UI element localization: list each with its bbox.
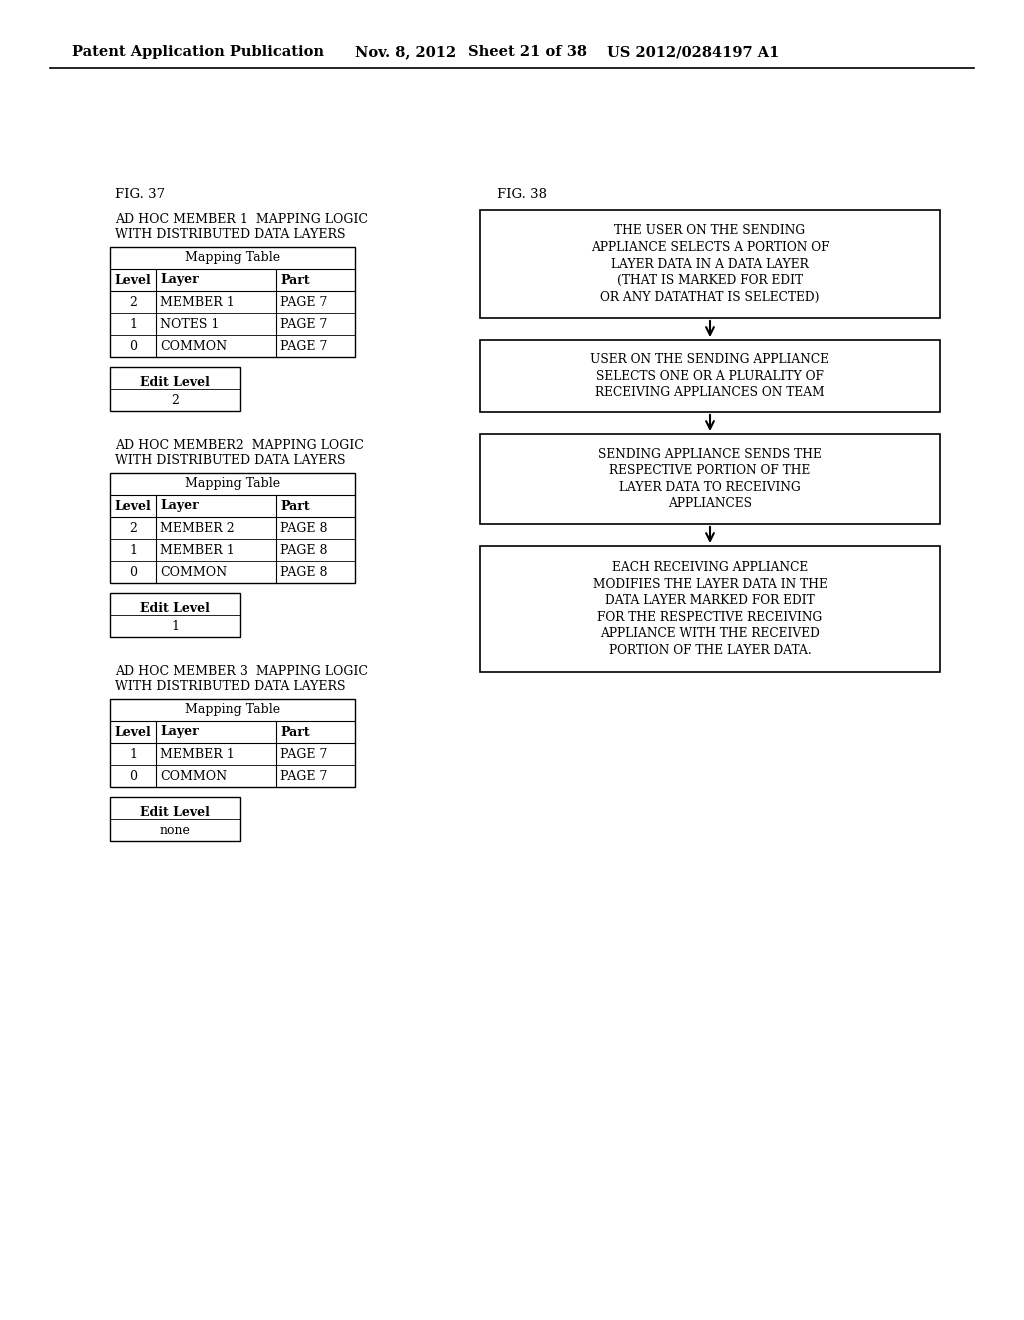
Text: AD HOC MEMBER 3  MAPPING LOGIC: AD HOC MEMBER 3 MAPPING LOGIC [115,665,368,678]
Text: none: none [160,824,190,837]
Text: FIG. 37: FIG. 37 [115,189,165,202]
Text: WITH DISTRIBUTED DATA LAYERS: WITH DISTRIBUTED DATA LAYERS [115,228,345,242]
Text: Level: Level [115,726,152,738]
Text: Mapping Table: Mapping Table [185,704,280,717]
Text: PAGE 7: PAGE 7 [280,747,328,760]
Text: COMMON: COMMON [160,770,227,783]
Text: 0: 0 [129,339,137,352]
Text: Edit Level: Edit Level [140,602,210,615]
Text: AD HOC MEMBER 1  MAPPING LOGIC: AD HOC MEMBER 1 MAPPING LOGIC [115,213,368,226]
Text: EACH RECEIVING APPLIANCE
MODIFIES THE LAYER DATA IN THE
DATA LAYER MARKED FOR ED: EACH RECEIVING APPLIANCE MODIFIES THE LA… [593,561,827,657]
Text: MEMBER 2: MEMBER 2 [160,521,234,535]
Text: 0: 0 [129,770,137,783]
Text: COMMON: COMMON [160,339,227,352]
FancyBboxPatch shape [110,797,240,841]
Text: MEMBER 1: MEMBER 1 [160,747,234,760]
Text: 2: 2 [129,521,137,535]
Text: USER ON THE SENDING APPLIANCE
SELECTS ONE OR A PLURALITY OF
RECEIVING APPLIANCES: USER ON THE SENDING APPLIANCE SELECTS ON… [591,352,829,399]
FancyBboxPatch shape [480,546,940,672]
Text: PAGE 7: PAGE 7 [280,770,328,783]
Text: SENDING APPLIANCE SENDS THE
RESPECTIVE PORTION OF THE
LAYER DATA TO RECEIVING
AP: SENDING APPLIANCE SENDS THE RESPECTIVE P… [598,447,822,511]
Text: COMMON: COMMON [160,565,227,578]
FancyBboxPatch shape [480,434,940,524]
Text: PAGE 8: PAGE 8 [280,565,328,578]
Text: Edit Level: Edit Level [140,376,210,389]
FancyBboxPatch shape [110,593,240,638]
Text: Layer: Layer [160,499,199,512]
Text: MEMBER 1: MEMBER 1 [160,296,234,309]
Text: Part: Part [280,499,309,512]
Text: 1: 1 [129,544,137,557]
Text: US 2012/0284197 A1: US 2012/0284197 A1 [607,45,779,59]
FancyBboxPatch shape [110,473,355,583]
Text: Level: Level [115,499,152,512]
Text: Part: Part [280,726,309,738]
Text: 2: 2 [171,393,179,407]
Text: PAGE 7: PAGE 7 [280,318,328,330]
Text: PAGE 8: PAGE 8 [280,521,328,535]
Text: 1: 1 [129,318,137,330]
FancyBboxPatch shape [110,700,355,787]
Text: WITH DISTRIBUTED DATA LAYERS: WITH DISTRIBUTED DATA LAYERS [115,454,345,467]
Text: AD HOC MEMBER2  MAPPING LOGIC: AD HOC MEMBER2 MAPPING LOGIC [115,440,364,451]
FancyBboxPatch shape [110,367,240,411]
Text: FIG. 38: FIG. 38 [497,189,547,202]
Text: Sheet 21 of 38: Sheet 21 of 38 [468,45,587,59]
Text: PAGE 7: PAGE 7 [280,339,328,352]
FancyBboxPatch shape [480,210,940,318]
Text: PAGE 7: PAGE 7 [280,296,328,309]
Text: PAGE 8: PAGE 8 [280,544,328,557]
Text: Layer: Layer [160,726,199,738]
Text: Mapping Table: Mapping Table [185,478,280,491]
Text: Mapping Table: Mapping Table [185,252,280,264]
Text: Edit Level: Edit Level [140,807,210,820]
Text: Layer: Layer [160,273,199,286]
Text: MEMBER 1: MEMBER 1 [160,544,234,557]
Text: WITH DISTRIBUTED DATA LAYERS: WITH DISTRIBUTED DATA LAYERS [115,680,345,693]
Text: THE USER ON THE SENDING
APPLIANCE SELECTS A PORTION OF
LAYER DATA IN A DATA LAYE: THE USER ON THE SENDING APPLIANCE SELECT… [591,224,829,304]
FancyBboxPatch shape [480,341,940,412]
Text: 0: 0 [129,565,137,578]
Text: 2: 2 [129,296,137,309]
Text: 1: 1 [171,619,179,632]
Text: Level: Level [115,273,152,286]
Text: Part: Part [280,273,309,286]
Text: Nov. 8, 2012: Nov. 8, 2012 [355,45,457,59]
Text: 1: 1 [129,747,137,760]
FancyBboxPatch shape [110,247,355,356]
Text: NOTES 1: NOTES 1 [160,318,219,330]
Text: Patent Application Publication: Patent Application Publication [72,45,324,59]
